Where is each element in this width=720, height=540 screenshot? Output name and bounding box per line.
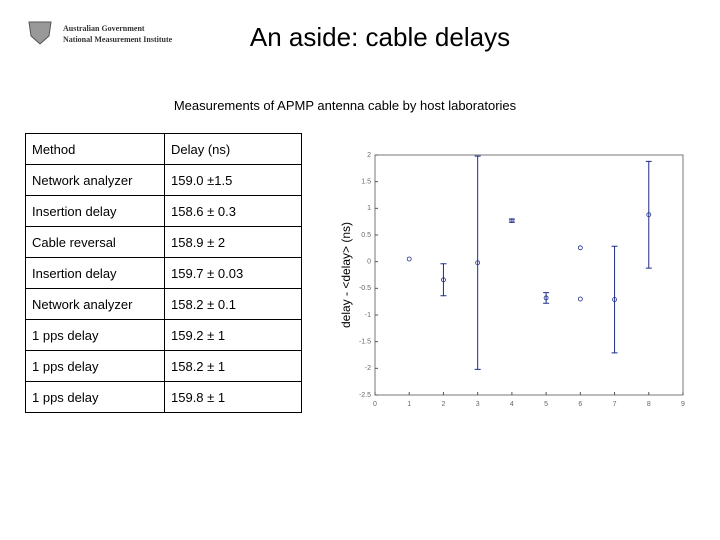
data-point bbox=[509, 218, 515, 223]
table-cell: 159.8 ± 1 bbox=[164, 381, 302, 413]
table-cell: 159.0 ±1.5 bbox=[164, 164, 302, 196]
logo-text: Australian Government bbox=[63, 24, 145, 33]
delay-table: Method Delay (ns) Network analyzer 159.0 ±1… bbox=[25, 133, 302, 413]
logo-text: National Measurement Institute bbox=[63, 35, 173, 44]
data-point bbox=[646, 212, 652, 218]
data-point bbox=[441, 277, 446, 283]
x-tick-label: 3 bbox=[476, 401, 480, 408]
table-cell: 159.2 ± 1 bbox=[164, 319, 302, 351]
table-cell: Method bbox=[25, 133, 165, 165]
error-bar bbox=[611, 245, 618, 354]
table-cell: Network analyzer bbox=[25, 288, 165, 320]
chart: -2.5 -2 -1.5 -1 -0.5 0 0.5 1 1.5 2 0 1 2 3 4 5 6 7 8 9 delay… bbox=[339, 152, 685, 408]
x-tick-label: 6 bbox=[578, 401, 582, 408]
x-tick-label: 8 bbox=[647, 401, 651, 408]
logo: Australian Government National Measureme… bbox=[25, 18, 175, 48]
data-point bbox=[612, 297, 617, 302]
table-cell: 158.2 ± 1 bbox=[164, 350, 302, 382]
y-tick-label: -2.5 bbox=[359, 392, 371, 399]
table-cell: 1 pps delay bbox=[25, 381, 165, 413]
data-point bbox=[577, 245, 583, 251]
table-row: Insertion delay 158.6 ± 0.3 bbox=[25, 195, 302, 227]
data-point bbox=[543, 295, 549, 301]
table-cell: Delay (ns) bbox=[164, 133, 302, 165]
subtitle: Measurements of APMP antenna cable by ho… bbox=[173, 98, 517, 113]
x-tick-label: 1 bbox=[407, 401, 411, 408]
table-cell: 159.7 ± 0.03 bbox=[164, 257, 302, 289]
error-bar bbox=[440, 263, 447, 297]
table-cell: 158.9 ± 2 bbox=[164, 226, 302, 258]
table-row: Network analyzer 159.0 ±1.5 bbox=[25, 164, 302, 196]
y-tick-label: 0 bbox=[367, 259, 371, 266]
table-cell: Network analyzer bbox=[25, 164, 165, 196]
x-tick-label: 9 bbox=[681, 401, 685, 408]
table-row: Cable reversal 158.9 ± 2 bbox=[25, 226, 302, 258]
y-tick-label: -1 bbox=[365, 312, 371, 319]
table-cell: 158.2 ± 0.1 bbox=[164, 288, 302, 320]
error-bar bbox=[508, 218, 515, 223]
data-point bbox=[406, 256, 412, 262]
table-row: 1 pps delay 158.2 ± 1 bbox=[25, 350, 302, 382]
table-cell: 1 pps delay bbox=[25, 319, 165, 351]
error-bar bbox=[543, 292, 550, 304]
x-tick-label: 5 bbox=[544, 401, 548, 408]
table-row: Insertion delay 159.7 ± 0.03 bbox=[25, 257, 302, 289]
y-tick-label: 0.5 bbox=[361, 232, 371, 239]
x-tick-label: 7 bbox=[613, 401, 617, 408]
y-tick-label: -2 bbox=[365, 365, 371, 372]
y-tick-label: 1.5 bbox=[361, 179, 371, 186]
error-bar bbox=[474, 155, 481, 370]
x-tick-label: 2 bbox=[441, 401, 445, 408]
table-cell: Insertion delay bbox=[25, 257, 165, 289]
table-row: 1 pps delay 159.2 ± 1 bbox=[25, 319, 302, 351]
error-bar bbox=[645, 160, 652, 269]
table-cell: 158.6 ± 0.3 bbox=[164, 195, 302, 227]
table-header-row: Method Delay (ns) bbox=[25, 133, 302, 165]
y-tick-label: -1.5 bbox=[359, 339, 371, 346]
y-tick-label: 1 bbox=[367, 205, 371, 212]
slide-title: An aside: cable delays bbox=[249, 22, 511, 52]
table-cell: 1 pps delay bbox=[25, 350, 165, 382]
data-point bbox=[475, 260, 481, 266]
y-tick-label: 2 bbox=[367, 152, 371, 159]
y-axis-label: delay - <delay> (ns) bbox=[339, 222, 353, 328]
crest-icon bbox=[28, 21, 52, 45]
x-tick-label: 4 bbox=[510, 401, 514, 408]
table-row: Network analyzer 158.2 ± 0.1 bbox=[25, 288, 302, 320]
table-cell: Cable reversal bbox=[25, 226, 165, 258]
data-point bbox=[577, 296, 583, 302]
table-cell: Insertion delay bbox=[25, 195, 165, 227]
plot-frame bbox=[374, 154, 684, 396]
table-row: 1 pps delay 159.8 ± 1 bbox=[25, 381, 302, 413]
x-tick-label: 0 bbox=[373, 401, 377, 408]
y-tick-label: -0.5 bbox=[359, 285, 371, 292]
